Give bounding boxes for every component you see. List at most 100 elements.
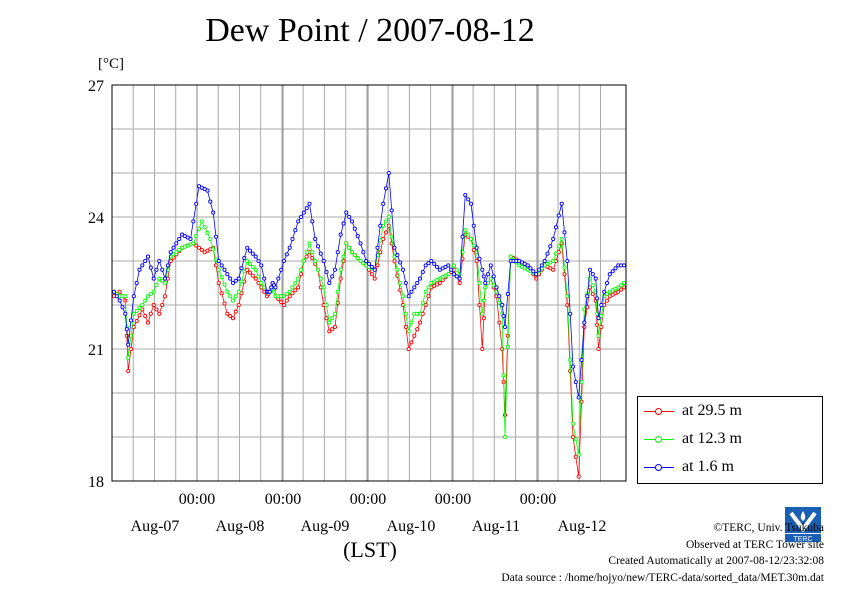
data-point — [599, 313, 604, 319]
data-point — [287, 289, 292, 294]
credits: ©TERC, Univ. Tsukuba Observed at TERC To… — [501, 520, 824, 586]
data-point — [230, 316, 236, 321]
data-point — [409, 289, 414, 294]
data-point — [160, 267, 165, 272]
data-point — [403, 324, 408, 330]
data-point — [562, 265, 567, 270]
data-point — [324, 316, 329, 321]
data-point — [298, 267, 304, 272]
data-point — [290, 285, 295, 290]
data-point — [621, 280, 627, 286]
x-tick-label: 00:00 — [265, 491, 301, 508]
data-point — [604, 280, 610, 286]
data-point — [272, 289, 277, 294]
data-point — [536, 267, 542, 272]
data-point — [230, 298, 236, 303]
data-point — [406, 294, 411, 299]
data-point — [420, 269, 425, 275]
y-tick-label: 21 — [88, 342, 104, 359]
data-point — [420, 300, 425, 305]
data-point — [576, 474, 581, 479]
data-point — [137, 267, 142, 272]
data-point — [143, 313, 148, 319]
y-tick-label: 24 — [88, 210, 104, 227]
observed-text: Observed at TERC Tower site — [685, 538, 824, 551]
data-point — [457, 276, 462, 281]
data-point — [389, 208, 394, 213]
data-point — [222, 267, 227, 272]
data-point — [562, 230, 567, 235]
data-point — [157, 276, 162, 281]
data-point — [573, 437, 578, 442]
series-line — [113, 172, 624, 398]
legend-marker-red — [655, 408, 662, 415]
data-point — [400, 294, 406, 299]
data-point — [502, 412, 508, 418]
legend-marker-blue — [655, 464, 662, 471]
data-point — [483, 280, 488, 286]
legend-label: at 29.5 m — [682, 402, 742, 419]
data-point — [369, 272, 374, 277]
data-point — [502, 324, 508, 330]
data-point — [497, 294, 502, 299]
data-point — [165, 263, 170, 268]
data-point — [595, 296, 600, 301]
data-point — [375, 263, 380, 268]
data-point — [151, 276, 156, 281]
data-point — [253, 267, 258, 272]
data-point — [415, 327, 420, 332]
data-point — [324, 269, 329, 275]
data-point — [148, 265, 153, 270]
data-point — [398, 280, 403, 286]
data-point — [194, 234, 199, 239]
data-point — [281, 294, 287, 299]
data-point — [372, 276, 377, 281]
data-point — [199, 219, 204, 224]
data-point — [321, 258, 326, 264]
data-point — [497, 300, 502, 305]
data-point — [134, 319, 139, 324]
data-point — [590, 283, 595, 288]
data-point — [293, 228, 298, 233]
data-point — [570, 434, 576, 440]
data-point — [233, 278, 238, 283]
data-point — [423, 302, 428, 308]
data-point — [225, 289, 230, 294]
data-point — [429, 258, 434, 264]
data-point — [463, 228, 468, 233]
data-point — [474, 245, 479, 250]
data-point — [355, 234, 360, 239]
data-point — [228, 313, 233, 319]
data-point — [378, 250, 383, 255]
data-point — [293, 280, 298, 286]
data-point — [480, 346, 485, 352]
data-point — [494, 285, 499, 290]
data-point — [177, 247, 182, 253]
data-point — [205, 231, 210, 236]
data-point — [253, 254, 258, 259]
data-point — [551, 258, 556, 264]
data-point — [205, 188, 210, 193]
data-point — [281, 258, 287, 264]
data-point — [409, 340, 414, 345]
data-point — [417, 320, 423, 325]
data-point — [310, 256, 315, 261]
data-point — [610, 269, 615, 274]
data-point — [332, 311, 338, 316]
data-point — [332, 267, 338, 272]
data-point — [160, 278, 165, 283]
data-point — [310, 219, 315, 224]
legend-marker-green — [655, 436, 662, 443]
data-point — [576, 452, 581, 457]
data-point — [216, 267, 221, 272]
logo-text: TERC — [793, 536, 812, 543]
data-point — [604, 291, 610, 297]
data-point — [256, 258, 261, 264]
data-point — [449, 267, 454, 272]
data-point — [596, 316, 601, 321]
x-tick-label: 00:00 — [350, 491, 386, 508]
data-point — [222, 282, 227, 287]
legend-item-29-5m: at 29.5 m — [638, 400, 822, 422]
data-point — [281, 302, 287, 308]
